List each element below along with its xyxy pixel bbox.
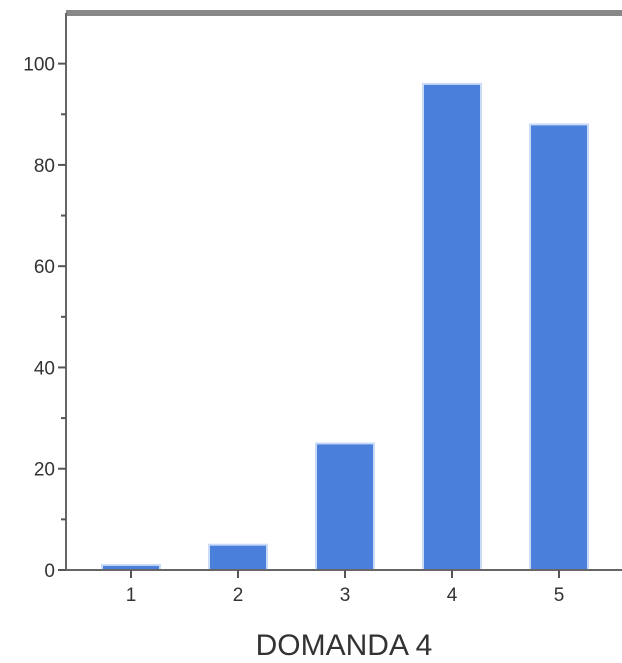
bar-4 (422, 82, 482, 572)
x-axis: 1 2 3 4 5 (66, 569, 622, 606)
bar-2 (208, 543, 268, 572)
x-tick-label: 3 (340, 585, 351, 606)
x-tick-label: 2 (233, 585, 244, 606)
x-tick-label: 4 (447, 585, 458, 606)
y-tick-label: 60 (34, 257, 55, 278)
bars-layer (101, 82, 589, 572)
y-tick-label: 0 (44, 561, 55, 582)
y-tick-label: 20 (34, 460, 55, 481)
y-tick-label: 40 (34, 358, 55, 379)
bar-5 (529, 123, 589, 572)
x-tick-label: 5 (554, 585, 565, 606)
x-tick-label: 1 (126, 585, 137, 606)
bar-3 (315, 442, 375, 571)
y-tick-label: 80 (34, 156, 55, 177)
x-axis-label: DOMANDA 4 (256, 629, 433, 662)
y-axis: 0 20 40 60 80 100 (23, 13, 67, 582)
y-tick-label: 100 (23, 55, 55, 76)
